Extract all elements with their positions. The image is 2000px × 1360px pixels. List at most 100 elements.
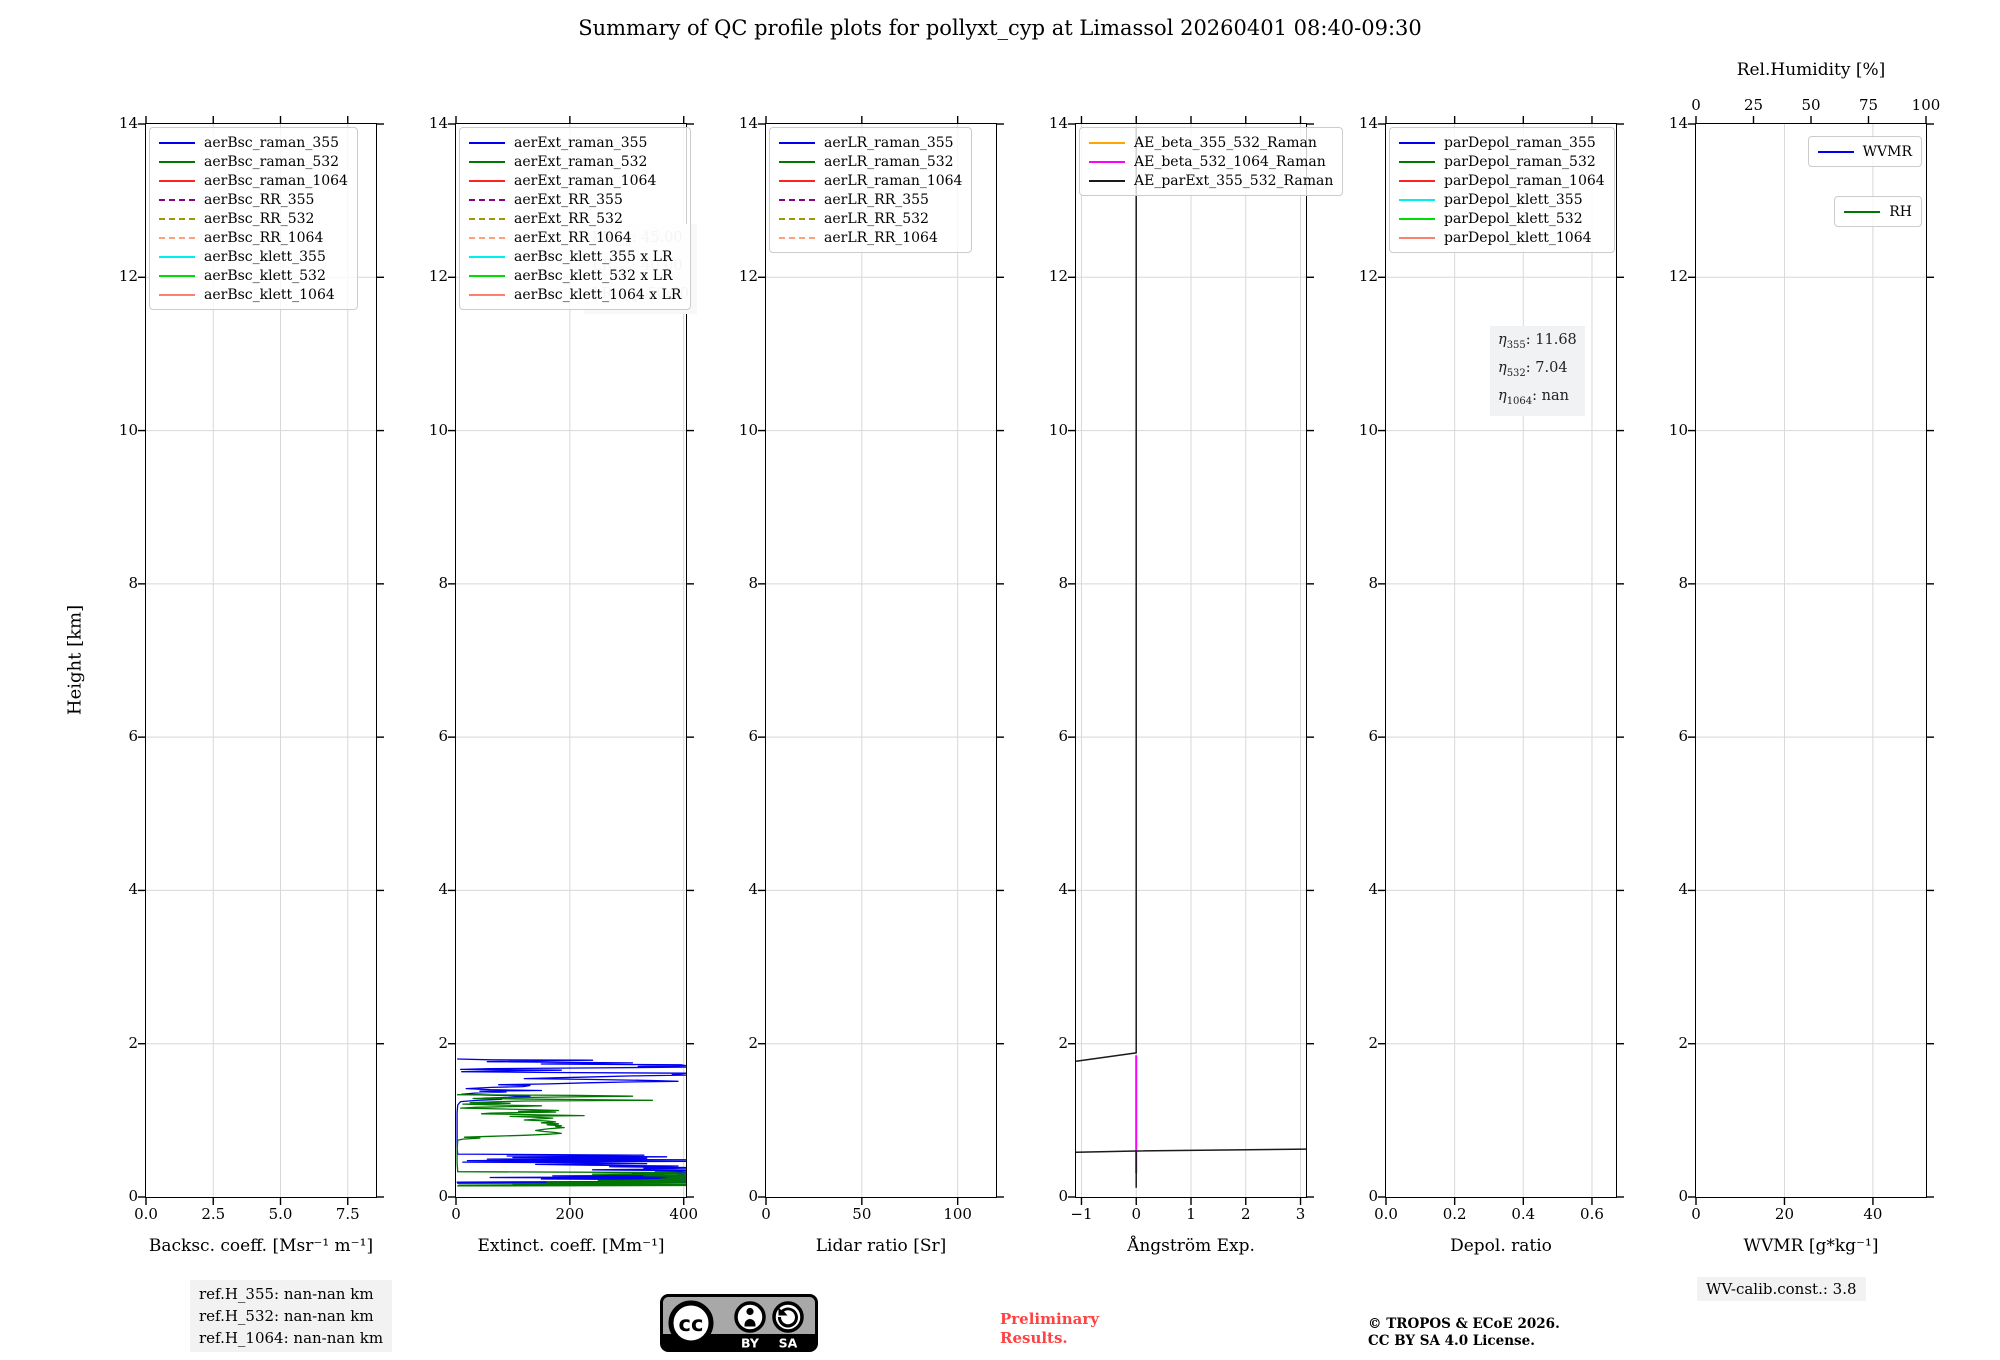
preliminary-results-note: Preliminary Results. bbox=[1000, 1310, 1099, 1348]
x-tick-label: 2.5 bbox=[201, 1205, 226, 1223]
legend-line-sample bbox=[1399, 179, 1435, 182]
x-tick-label: 5.0 bbox=[268, 1205, 293, 1223]
legend-line-sample bbox=[779, 198, 815, 201]
x-tick-label: 7.5 bbox=[335, 1205, 360, 1223]
y-tick-label: 2 bbox=[1678, 1033, 1688, 1052]
legend-line-sample bbox=[469, 160, 505, 163]
legend-label: aerExt_RR_355 bbox=[514, 191, 623, 208]
top-tick-label: 50 bbox=[1801, 96, 1821, 114]
x-axis-label-depol: Depol. ratio bbox=[1450, 1236, 1552, 1256]
legend-line-sample bbox=[1399, 198, 1435, 201]
x-tick-label: 50 bbox=[852, 1205, 872, 1223]
y-tick-label: 4 bbox=[748, 880, 758, 899]
legend-line-sample bbox=[159, 293, 195, 296]
legend-label: AE_parExt_355_532_Raman bbox=[1134, 172, 1334, 189]
y-tick-label: 4 bbox=[128, 880, 138, 899]
y-tick-label: 2 bbox=[748, 1033, 758, 1052]
legend-label: parDepol_klett_532 bbox=[1444, 210, 1583, 227]
legend-label: WVMR bbox=[1862, 143, 1912, 160]
cc-license-icon: cc BY SA bbox=[660, 1294, 818, 1352]
legend-label: aerLR_RR_532 bbox=[824, 210, 929, 227]
legend-line-sample bbox=[1844, 210, 1881, 213]
x-axis-label-angstrom: Ångström Exp. bbox=[1127, 1236, 1255, 1256]
legend-box: RH bbox=[1834, 196, 1922, 227]
svg-text:SA: SA bbox=[779, 1336, 798, 1351]
legend-item: aerBsc_RR_355 bbox=[159, 190, 348, 209]
y-tick-label: 8 bbox=[748, 573, 758, 592]
y-tick-label: 4 bbox=[438, 880, 448, 899]
legend-item: aerBsc_klett_532 x LR bbox=[469, 266, 681, 285]
legend-label: AE_beta_355_532_Raman bbox=[1134, 134, 1317, 151]
legend-label: aerBsc_klett_355 x LR bbox=[514, 248, 673, 265]
legend-line-sample bbox=[779, 217, 815, 220]
legend-line-sample bbox=[1399, 160, 1435, 163]
legend-label: aerExt_raman_355 bbox=[514, 134, 648, 151]
legend-item: parDepol_raman_355 bbox=[1399, 133, 1605, 152]
legend-item: aerLR_RR_532 bbox=[779, 209, 962, 228]
y-tick-label: 10 bbox=[118, 420, 138, 439]
legend-label: aerExt_RR_532 bbox=[514, 210, 623, 227]
legend-line-sample bbox=[159, 198, 195, 201]
eta-values-annotation: η355: 11.68 η532: 7.04 η1064: nan bbox=[1490, 326, 1585, 416]
legend-label: parDepol_raman_1064 bbox=[1444, 172, 1605, 189]
x-tick-label: 0.6 bbox=[1580, 1205, 1604, 1223]
legend-item: AE_parExt_355_532_Raman bbox=[1089, 171, 1333, 190]
annotation-line: η1064: nan bbox=[1498, 387, 1569, 407]
lidar-ratio-plot-area bbox=[758, 116, 1004, 1205]
y-tick-label: 0 bbox=[1368, 1187, 1378, 1205]
legend-item: aerBsc_RR_1064 bbox=[159, 228, 348, 247]
legend-label: aerBsc_RR_532 bbox=[204, 210, 315, 227]
top-tick-label: 100 bbox=[1911, 96, 1941, 114]
legend-item: aerLR_RR_355 bbox=[779, 190, 962, 209]
y-tick-label: 6 bbox=[128, 727, 138, 746]
x-tick-label: 0.4 bbox=[1511, 1205, 1536, 1223]
legend-box: WVMR bbox=[1807, 136, 1922, 167]
legend-label: aerBsc_klett_532 bbox=[204, 267, 326, 284]
y-tick-label: 10 bbox=[738, 420, 758, 439]
panel-lidar-ratio: Lidar ratio [Sr] 0 2 4 6 8 10 12 14 0 50 100 aerLR_… bbox=[739, 114, 1004, 1256]
x-axis-label-extinction: Extinct. coeff. [Mm⁻¹] bbox=[477, 1236, 665, 1256]
legend-box: aerLR_raman_355 aerLR_raman_532 aerLR_rama… bbox=[769, 127, 973, 253]
x-tick-label: 40 bbox=[1863, 1205, 1883, 1223]
wv-calibration-annotation: WV-calib.const.: 3.8 bbox=[1697, 1277, 1866, 1301]
ref-h-532: ref.H_532: nan-nan km bbox=[199, 1307, 374, 1325]
legend-line-sample bbox=[159, 160, 195, 163]
legend-label: parDepol_klett_355 bbox=[1444, 191, 1583, 208]
legend-item: aerBsc_RR_532 bbox=[159, 209, 348, 228]
legend-item: aerExt_RR_1064 bbox=[469, 228, 681, 247]
legend-label: aerBsc_RR_1064 bbox=[204, 229, 324, 246]
legend-item: parDepol_klett_1064 bbox=[1399, 228, 1605, 247]
legend-line-sample bbox=[469, 236, 505, 239]
legend-item: parDepol_klett_532 bbox=[1399, 209, 1605, 228]
y-tick-label: 14 bbox=[1358, 114, 1378, 132]
panel-backscatter: Backsc. coeff. [Msr⁻¹ m⁻¹] 0 2 4 6 8 10 12 14 0.… bbox=[119, 114, 384, 1256]
y-tick-label: 6 bbox=[1058, 727, 1068, 746]
legend-label: parDepol_klett_1064 bbox=[1444, 229, 1592, 246]
y-tick-label: 2 bbox=[1368, 1033, 1378, 1052]
x-tick-label: −1 bbox=[1070, 1205, 1093, 1223]
legend-item: aerExt_RR_355 bbox=[469, 190, 681, 209]
legend-line-sample bbox=[159, 141, 195, 144]
legend-label: aerBsc_raman_532 bbox=[204, 153, 340, 170]
panel-extinction: LR355: 45.00LR532: 40.00LR1064: 50.00 Ex… bbox=[429, 114, 698, 1256]
x-tick-label: 0 bbox=[761, 1205, 771, 1223]
legend-label: aerLR_raman_1064 bbox=[824, 172, 963, 189]
x-tick-label: 0.0 bbox=[1374, 1205, 1398, 1223]
legend-item: aerBsc_raman_355 bbox=[159, 133, 348, 152]
x-tick-label: 1 bbox=[1186, 1205, 1196, 1223]
svg-text:BY: BY bbox=[741, 1336, 760, 1351]
y-tick-label: 12 bbox=[118, 267, 138, 286]
legend-line-sample bbox=[159, 274, 195, 277]
copyright-line-1: © TROPOS & ECoE 2026. bbox=[1368, 1316, 1560, 1332]
y-tick-label: 8 bbox=[438, 573, 448, 592]
y-tick-label: 6 bbox=[438, 727, 448, 746]
top-axis-label-rel-humidity: Rel.Humidity [%] bbox=[1736, 60, 1886, 80]
y-tick-label: 0 bbox=[1678, 1187, 1688, 1205]
y-tick-label: 8 bbox=[1368, 573, 1378, 592]
legend-line-sample bbox=[469, 293, 505, 296]
panel-angstrom: Ångström Exp. 0 2 4 6 8 10 12 14 −1 0 1 2 3 AE_beta_3… bbox=[1049, 114, 1344, 1256]
y-tick-label: 0 bbox=[128, 1187, 138, 1205]
legend-item: aerExt_RR_532 bbox=[469, 209, 681, 228]
legend-line-sample bbox=[469, 198, 505, 201]
legend-item: RH bbox=[1844, 202, 1912, 221]
